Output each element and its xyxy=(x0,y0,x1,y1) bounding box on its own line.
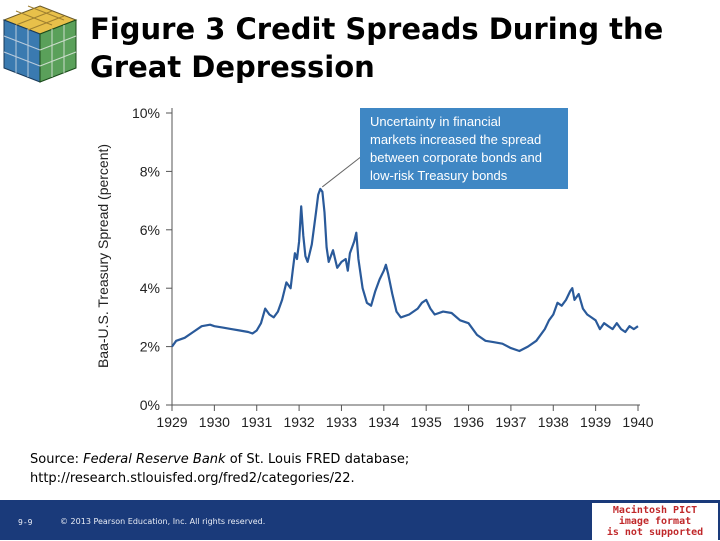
annotation-line: Uncertainty in financial xyxy=(370,114,501,129)
x-tick-label: 1929 xyxy=(156,414,187,430)
annotation-text: Uncertainty in financial markets increase… xyxy=(370,114,542,183)
spread-series-line xyxy=(171,187,639,353)
source-italic: Federal Reserve Bank xyxy=(83,452,226,467)
source-rest: of St. Louis FRED database; xyxy=(225,452,410,467)
page-number: 9-9 xyxy=(18,518,33,527)
credit-spread-chart: 0%2%4%6%8%10% 1929 1930 1931 1932 1933 1934 19… xyxy=(95,105,654,430)
annotation-pointer xyxy=(321,155,363,188)
x-tick-label: 1935 xyxy=(411,414,442,430)
x-tick-label: 1931 xyxy=(241,414,272,430)
textbook-cover-logo xyxy=(0,0,80,88)
x-tick-label: 1932 xyxy=(284,414,315,430)
y-tick-label: 8% xyxy=(140,163,160,179)
y-tick-label: 2% xyxy=(140,339,160,355)
x-tick-label: 1934 xyxy=(368,414,399,430)
x-tick-label: 1936 xyxy=(453,414,484,430)
pict-line-1: Macintosh PICT xyxy=(612,505,698,516)
source-prefix: Source: xyxy=(30,452,84,467)
pict-line-2: image format xyxy=(618,516,692,527)
x-tick-label: 1939 xyxy=(580,414,611,430)
copyright-text: © 2013 Pearson Education, Inc. All right… xyxy=(60,517,266,526)
pict-line-3: is not supported xyxy=(606,527,704,538)
y-tick-label: 10% xyxy=(132,105,160,121)
title-line-2: Great Depression xyxy=(90,50,375,84)
annotation-line: between corporate bonds and xyxy=(370,150,542,165)
x-tick-label: 1933 xyxy=(326,414,357,430)
source-url: http://research.stlouisfed.org/fred2/cat… xyxy=(30,471,355,486)
x-tick-label: 1937 xyxy=(495,414,526,430)
y-tick-label: 4% xyxy=(140,280,160,296)
x-tick-label: 1938 xyxy=(538,414,569,430)
annotation-box xyxy=(360,108,568,189)
x-tick-label: 1940 xyxy=(622,414,653,430)
y-axis-label: Baa-U.S. Treasury Spread (percent) xyxy=(95,144,111,368)
slide-title: Figure 3 Credit Spreads During the Great… xyxy=(90,10,710,86)
pict-placeholder: Macintosh PICT image format is not suppo… xyxy=(592,503,718,541)
y-tick-label: 0% xyxy=(140,397,160,413)
y-tick-label: 6% xyxy=(140,222,160,238)
x-ticks: 1929 1930 1931 1932 1933 1934 1935 1936 1937 1938… xyxy=(156,405,654,430)
source-note: Source: Federal Reserve Bank of St. Loui… xyxy=(30,450,680,488)
y-ticks: 0% 2% 4% 6% 8% 10% xyxy=(132,105,172,413)
annotation-line: markets increased the spread xyxy=(370,132,541,147)
annotation-line: low-risk Treasury bonds xyxy=(370,168,508,183)
title-line-1: Figure 3 Credit Spreads During the xyxy=(90,12,664,46)
x-tick-label: 1930 xyxy=(199,414,230,430)
